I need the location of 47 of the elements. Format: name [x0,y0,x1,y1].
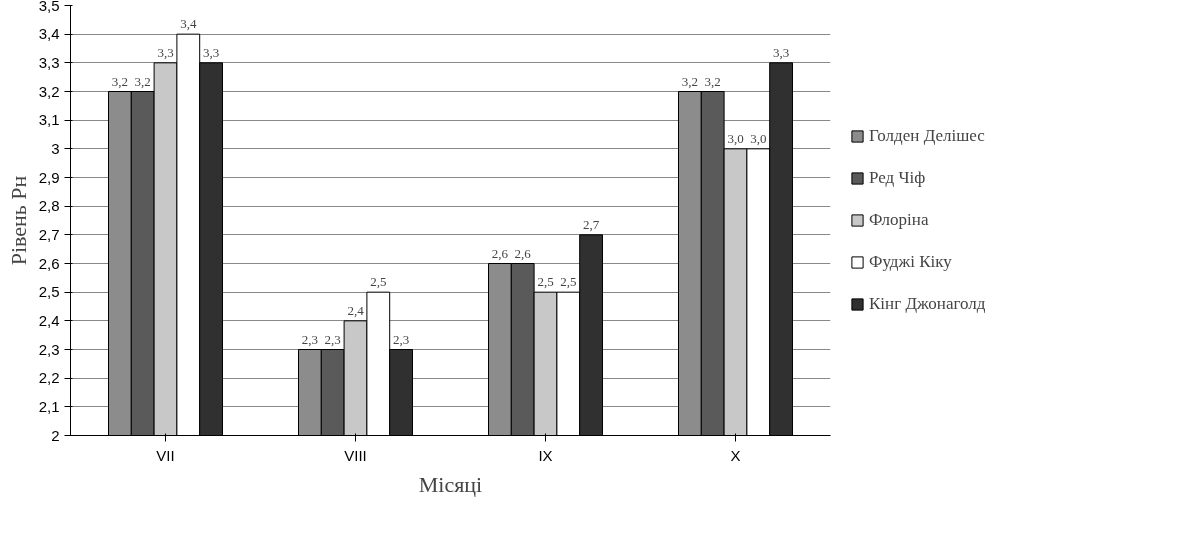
legend-label: Ред Чіф [869,168,926,188]
data-label: 3,3 [157,44,174,60]
x-tick-label: X [730,446,741,464]
y-tick-label: 2,2 [38,369,60,387]
data-label: 3,2 [681,73,699,89]
y-tick-label: 3,3 [38,53,60,71]
x-tick-label: VIII [344,446,367,464]
legend-label: Кінг Джонаголд [869,294,986,314]
data-label: 3,0 [750,130,767,146]
data-label: 2,3 [301,331,319,347]
y-tick-label: 2,7 [38,225,60,243]
y-axis-title: Рівень Рн [5,175,31,266]
x-tick-label: VII [156,446,175,464]
data-label: 3,2 [134,73,151,89]
data-label: 3,3 [202,44,220,60]
data-label: 2,3 [324,331,341,347]
y-tick-label: 2,5 [38,283,60,301]
data-label: 2,3 [392,331,410,347]
y-tick-label: 3 [51,139,60,157]
data-label: 2,5 [560,274,577,290]
y-tick-label: 2,4 [38,311,60,329]
y-tick-label: 2,6 [38,254,60,272]
y-tick-label: 2,8 [38,197,60,215]
data-label: 2,6 [514,245,532,261]
y-tick-label: 3,4 [38,25,60,43]
y-tick-label: 3,1 [38,111,60,129]
data-label: 2,5 [537,274,554,290]
y-tick-label: 3,5 [38,0,60,14]
data-label: 2,7 [582,216,600,232]
legend-label: Голден Делішес [869,126,985,146]
y-tick-label: 3,2 [38,82,60,100]
x-tick-label: IX [538,446,553,464]
y-tick-label: 2,9 [38,168,60,186]
data-label: 3,2 [111,73,129,89]
y-tick-label: 2,3 [38,340,60,358]
legend-label: Флоріна [869,210,929,230]
y-tick-label: 2 [51,426,60,444]
x-axis-title: Місяці [418,471,483,497]
data-label: 2,4 [347,302,365,318]
data-label: 2,6 [491,245,509,261]
data-label: 2,5 [370,274,387,290]
y-tick-label: 2,1 [38,397,60,415]
data-label: 3,4 [180,16,197,32]
data-label: 3,3 [772,44,790,60]
data-label: 3,2 [704,73,721,89]
data-label: 3,0 [727,130,744,146]
legend-label: Фуджі Кіку [869,252,952,272]
